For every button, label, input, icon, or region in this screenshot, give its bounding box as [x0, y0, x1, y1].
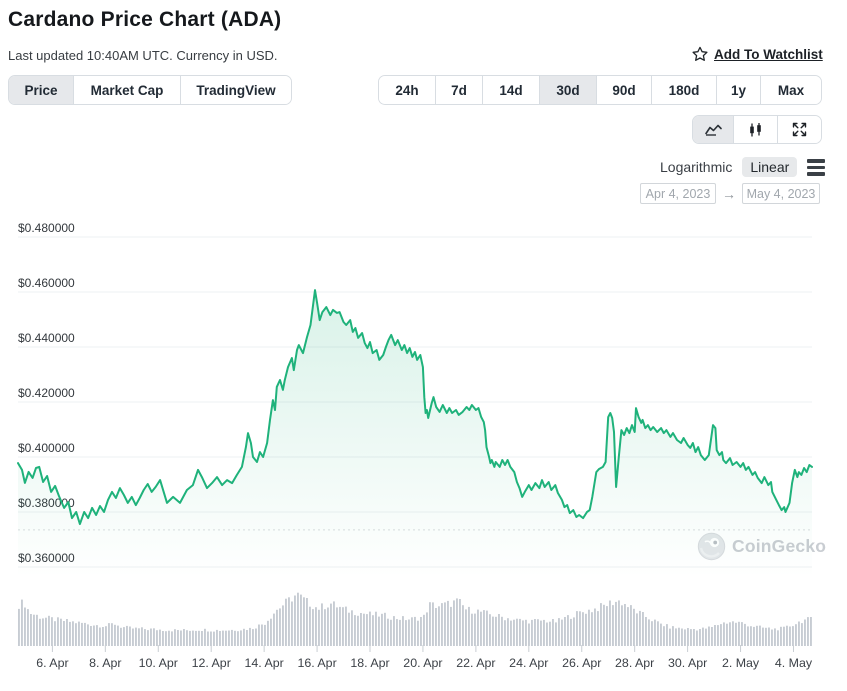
x-axis-label: 10. Apr [139, 656, 178, 670]
range-14d[interactable]: 14d [483, 76, 540, 104]
tab-price[interactable]: Price [9, 76, 74, 104]
last-updated-subtitle: Last updated 10:40AM UTC. Currency in US… [8, 48, 278, 63]
date-range-row: Apr 4, 2023 → May 4, 2023 [640, 183, 820, 204]
price-area [18, 290, 812, 578]
chart-type-toolbar [692, 115, 822, 144]
fullscreen-icon [792, 122, 807, 137]
range-max[interactable]: Max [761, 76, 821, 104]
range-24h[interactable]: 24h [379, 76, 436, 104]
arrow-right-icon: → [722, 185, 736, 202]
y-axis-label: $0.400000 [18, 441, 75, 455]
candlestick-icon [748, 122, 763, 137]
price-chart[interactable]: $0.480000 $0.460000 $0.440000 $0.420000 $0.4… [0, 210, 847, 686]
x-axis-label: 26. Apr [562, 656, 601, 670]
date-from-input[interactable]: Apr 4, 2023 [640, 183, 716, 204]
range-180d[interactable]: 180d [652, 76, 717, 104]
x-axis-label: 12. Apr [192, 656, 231, 670]
range-30d[interactable]: 30d [540, 76, 597, 104]
x-axis-label: 14. Apr [245, 656, 284, 670]
x-axis-label: 4. May [775, 656, 813, 670]
line-chart-button[interactable] [693, 116, 734, 143]
add-to-watchlist-button[interactable]: Add To Watchlist [692, 46, 823, 62]
y-axis-label: $0.440000 [18, 331, 75, 345]
x-axis-label: 16. Apr [297, 656, 336, 670]
menu-hamburger-icon[interactable] [807, 158, 826, 176]
price-chart-svg[interactable]: $0.480000 $0.460000 $0.440000 $0.420000 $0.4… [0, 210, 847, 686]
x-axis-label: 18. Apr [350, 656, 389, 670]
scale-toggle-row: Logarithmic Linear [660, 157, 826, 177]
tab-tradingview[interactable]: TradingView [181, 76, 291, 104]
x-axis-label: 22. Apr [456, 656, 495, 670]
x-axis-label: 20. Apr [403, 656, 442, 670]
x-axis-label: 24. Apr [509, 656, 548, 670]
page-title: Cardano Price Chart (ADA) [8, 8, 282, 31]
x-axis-label: 6. Apr [36, 656, 68, 670]
y-axis-label: $0.420000 [18, 386, 75, 400]
scale-linear-option[interactable]: Linear [742, 157, 798, 177]
price-line [17, 289, 813, 526]
y-axis-label: $0.480000 [18, 221, 75, 235]
star-icon [692, 46, 708, 62]
add-to-watchlist-label: Add To Watchlist [714, 46, 823, 62]
volume-bars [18, 592, 812, 646]
range-1y[interactable]: 1y [717, 76, 761, 104]
tab-market-cap[interactable]: Market Cap [74, 76, 181, 104]
view-tabs: Price Market Cap TradingView [8, 75, 292, 105]
fullscreen-button[interactable] [778, 116, 821, 143]
range-90d[interactable]: 90d [597, 76, 652, 104]
range-7d[interactable]: 7d [436, 76, 483, 104]
x-axis-label: 8. Apr [89, 656, 121, 670]
date-to-input[interactable]: May 4, 2023 [742, 183, 820, 204]
y-axis-label: $0.460000 [18, 276, 75, 290]
x-axis-label: 30. Apr [668, 656, 707, 670]
x-axis-label: 2. May [722, 656, 760, 670]
candlestick-chart-button[interactable] [734, 116, 778, 143]
scale-logarithmic-option[interactable]: Logarithmic [660, 159, 733, 175]
x-axis-label: 28. Apr [615, 656, 654, 670]
line-chart-icon [704, 123, 723, 136]
range-tabs: 24h 7d 14d 30d 90d 180d 1y Max [378, 75, 822, 105]
